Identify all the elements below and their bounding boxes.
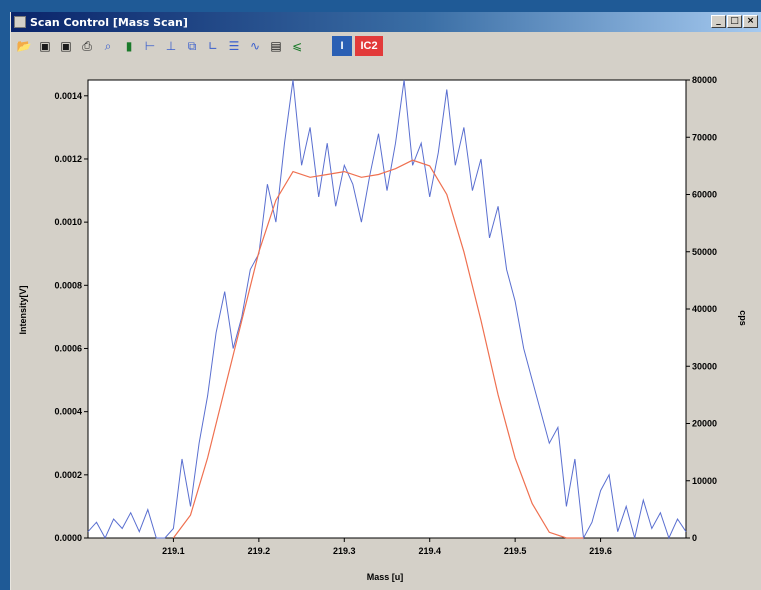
x-tick-label: 219.6	[589, 546, 612, 556]
save-icon[interactable]: ▣	[39, 39, 51, 53]
app-icon[interactable]	[14, 16, 26, 28]
x-axis: 219.1 219.2 219.3 219.4 219.5 219.6	[162, 538, 612, 556]
series-ic2-line	[172, 159, 584, 539]
y-axis-title-right: cps	[738, 310, 748, 326]
channel-i-button[interactable]: I	[332, 36, 352, 56]
open-icon[interactable]: 📂	[16, 39, 32, 53]
ruler-icon[interactable]: ⩽	[291, 39, 303, 53]
left-tick-label: 0.0004	[54, 407, 82, 417]
list-icon[interactable]: ☰	[228, 39, 240, 53]
print-icon[interactable]: ⎙	[82, 38, 92, 53]
left-tick-label: 0.0012	[54, 154, 82, 164]
v-cursor-icon[interactable]: ⊥	[165, 39, 177, 53]
x-tick-label: 219.4	[418, 546, 441, 556]
right-axis: 0 10000 20000 30000 40000 50000 60000 70000 8000…	[686, 75, 717, 543]
left-tick-label: 0.0014	[54, 91, 82, 101]
x-axis-title: Mass [u]	[367, 572, 404, 582]
right-tick-label: 30000	[692, 361, 717, 371]
series-i-line	[87, 79, 687, 540]
left-tick-label: 0.0006	[54, 343, 82, 353]
right-tick-label: 0	[692, 533, 697, 543]
window-icon[interactable]: ▤	[270, 39, 282, 53]
save-as-icon[interactable]: ▣	[60, 39, 72, 53]
h-cursor-icon[interactable]: ⊢	[144, 39, 156, 53]
x-tick-label: 219.5	[504, 546, 527, 556]
x-tick-label: 219.1	[162, 546, 185, 556]
close-button[interactable]: ×	[743, 15, 758, 28]
left-tick-label: 0.0000	[54, 533, 82, 543]
channel-ic2-button[interactable]: IC2	[355, 36, 383, 56]
axes-icon[interactable]: ∟	[207, 39, 219, 53]
x-tick-label: 219.3	[333, 546, 356, 556]
plot-area[interactable]	[87, 79, 687, 539]
zoom-icon[interactable]: ⌕	[104, 38, 112, 53]
delete-icon[interactable]: ▮	[125, 39, 133, 53]
desktop-background	[0, 0, 761, 12]
left-tick-label: 0.0010	[54, 217, 82, 227]
right-tick-label: 40000	[692, 304, 717, 314]
window-controls: _ □ ×	[711, 15, 758, 28]
right-tick-label: 80000	[692, 75, 717, 85]
title-bar[interactable]: Scan Control [Mass Scan] _ □ ×	[11, 12, 761, 32]
right-tick-label: 60000	[692, 190, 717, 200]
y-axis-title-left: Intensity[V]	[18, 285, 28, 334]
right-tick-label: 10000	[692, 476, 717, 486]
left-axis: 0.0000 0.0002 0.0004 0.0006 0.0008 0.0010 0.00…	[54, 91, 88, 543]
maximize-button[interactable]: □	[727, 15, 742, 28]
toolbar: 📂 ▣ ▣ ⎙ ⌕ ▮ ⊢ ⊥ ⧉ ∟ ☰ ∿ ▤ ⩽ I IC2	[15, 35, 715, 57]
right-tick-label: 20000	[692, 419, 717, 429]
right-tick-label: 50000	[692, 247, 717, 257]
copy-icon[interactable]: ⧉	[187, 38, 197, 53]
peak-icon[interactable]: ∿	[249, 39, 261, 53]
minimize-button[interactable]: _	[711, 15, 726, 28]
right-tick-label: 70000	[692, 132, 717, 142]
left-tick-label: 0.0008	[54, 280, 82, 290]
window-title: Scan Control [Mass Scan]	[30, 15, 188, 29]
left-tick-label: 0.0002	[54, 470, 82, 480]
x-tick-label: 219.2	[248, 546, 271, 556]
